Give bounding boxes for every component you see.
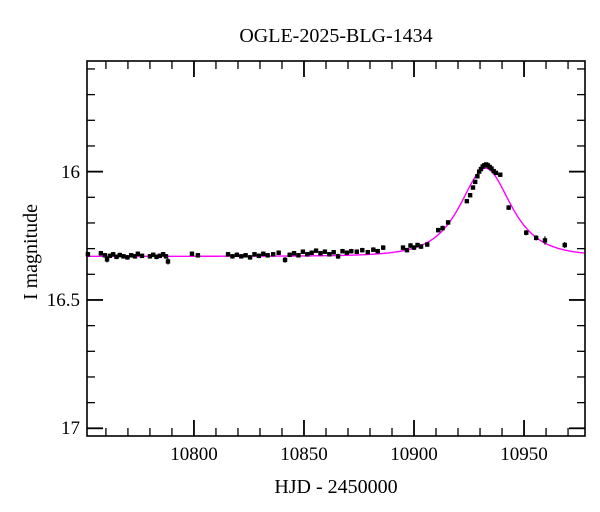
data-points	[85, 162, 567, 265]
plot-frame	[86, 60, 586, 437]
y-axis-label: I magnitude	[20, 203, 42, 301]
x-tick-label: 10850	[280, 444, 328, 465]
x-tick-label: 10800	[170, 444, 218, 465]
y-tick-label: 17	[61, 418, 80, 440]
y-tick-label: 16	[61, 161, 80, 183]
x-axis-label: HJD - 2450000	[274, 476, 398, 498]
x-tick-label: 10900	[390, 444, 438, 465]
y-tick-label: 16.5	[46, 289, 80, 311]
model-curve	[87, 167, 585, 258]
axis-ticks	[87, 61, 585, 436]
plot-title: OGLE-2025-BLG-1434	[239, 25, 433, 47]
x-tick-label: 10950	[500, 444, 548, 465]
